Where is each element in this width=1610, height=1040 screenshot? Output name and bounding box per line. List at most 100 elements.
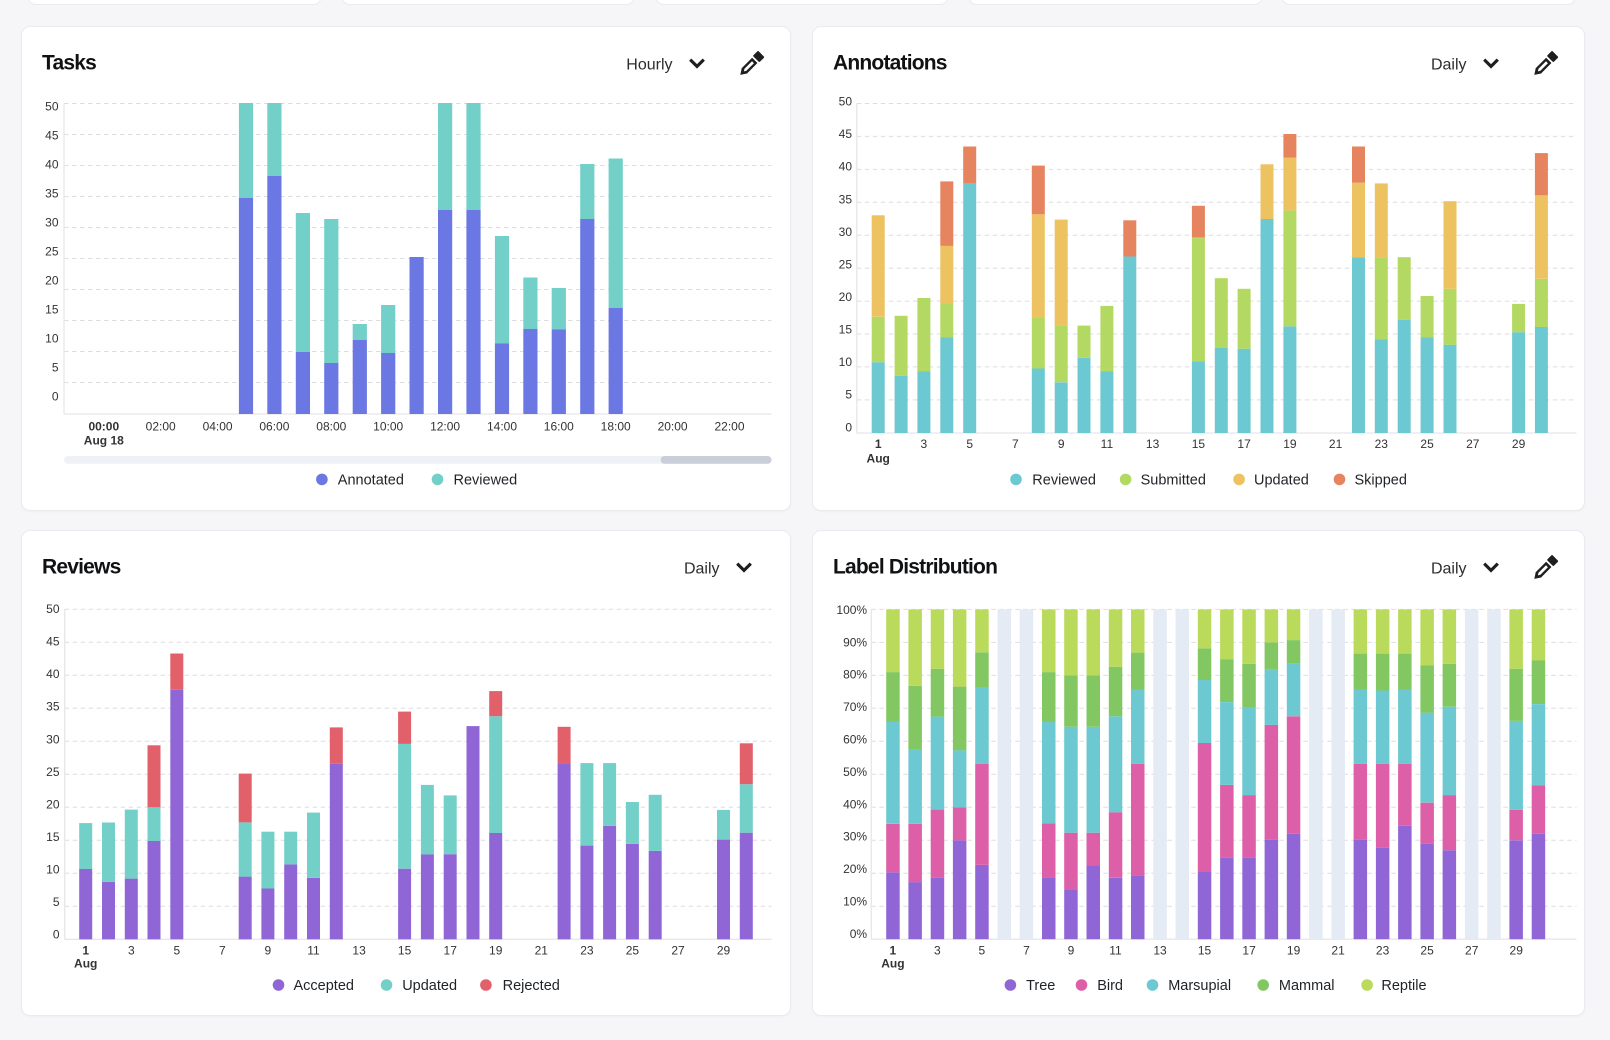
svg-text:21: 21 bbox=[1331, 943, 1345, 957]
svg-text:3: 3 bbox=[128, 943, 135, 957]
svg-text:27: 27 bbox=[1465, 943, 1479, 957]
svg-text:17: 17 bbox=[1242, 943, 1256, 957]
svg-text:30: 30 bbox=[45, 216, 59, 230]
svg-text:35: 35 bbox=[839, 192, 853, 206]
svg-text:5: 5 bbox=[53, 895, 60, 909]
svg-text:90%: 90% bbox=[843, 635, 867, 649]
svg-text:14:00: 14:00 bbox=[487, 420, 517, 434]
svg-text:50: 50 bbox=[45, 100, 59, 114]
svg-text:15: 15 bbox=[46, 830, 60, 844]
svg-text:Aug 18: Aug 18 bbox=[84, 434, 124, 448]
svg-text:08:00: 08:00 bbox=[316, 420, 346, 434]
svg-text:29: 29 bbox=[1510, 943, 1524, 957]
svg-text:9: 9 bbox=[1058, 437, 1065, 451]
svg-text:45: 45 bbox=[45, 129, 59, 143]
svg-text:5: 5 bbox=[845, 388, 852, 402]
svg-text:10: 10 bbox=[46, 863, 60, 877]
svg-text:21: 21 bbox=[535, 943, 549, 957]
svg-text:1: 1 bbox=[890, 943, 897, 957]
svg-text:29: 29 bbox=[717, 943, 731, 957]
svg-text:Annotated: Annotated bbox=[338, 473, 404, 489]
svg-text:Reviews: Reviews bbox=[42, 555, 121, 578]
svg-text:Tasks: Tasks bbox=[42, 51, 96, 74]
svg-text:Tree: Tree bbox=[1026, 978, 1055, 994]
svg-text:Annotations: Annotations bbox=[833, 51, 947, 74]
svg-text:30: 30 bbox=[46, 732, 60, 746]
svg-text:11: 11 bbox=[1101, 437, 1114, 451]
svg-text:45: 45 bbox=[839, 127, 853, 141]
svg-text:20: 20 bbox=[45, 273, 59, 287]
svg-text:5: 5 bbox=[979, 943, 986, 957]
svg-text:45: 45 bbox=[46, 635, 60, 649]
svg-text:22:00: 22:00 bbox=[714, 420, 744, 434]
svg-text:23: 23 bbox=[580, 943, 594, 957]
svg-text:23: 23 bbox=[1376, 943, 1390, 957]
svg-text:80%: 80% bbox=[843, 668, 867, 682]
svg-text:21: 21 bbox=[1329, 437, 1343, 451]
svg-text:20: 20 bbox=[839, 290, 853, 304]
svg-text:7: 7 bbox=[219, 943, 226, 957]
svg-text:Aug: Aug bbox=[867, 451, 890, 465]
svg-text:40: 40 bbox=[46, 667, 60, 681]
svg-text:Daily: Daily bbox=[684, 561, 720, 578]
svg-text:Aug: Aug bbox=[74, 957, 97, 971]
svg-text:11: 11 bbox=[1109, 943, 1122, 957]
svg-text:Label Distribution: Label Distribution bbox=[833, 555, 997, 578]
svg-text:15: 15 bbox=[1198, 943, 1212, 957]
svg-text:Hourly: Hourly bbox=[626, 57, 672, 74]
svg-text:02:00: 02:00 bbox=[146, 420, 176, 434]
svg-text:40: 40 bbox=[839, 160, 853, 174]
svg-text:25: 25 bbox=[626, 943, 640, 957]
svg-text:Reptile: Reptile bbox=[1381, 978, 1426, 994]
svg-text:13: 13 bbox=[1153, 943, 1167, 957]
svg-text:17: 17 bbox=[444, 943, 458, 957]
svg-text:0: 0 bbox=[53, 928, 60, 942]
svg-text:35: 35 bbox=[45, 187, 59, 201]
svg-text:13: 13 bbox=[352, 943, 366, 957]
svg-text:Daily: Daily bbox=[1431, 57, 1467, 74]
svg-text:50: 50 bbox=[46, 602, 60, 616]
svg-text:10%: 10% bbox=[843, 895, 867, 909]
svg-text:7: 7 bbox=[1012, 437, 1019, 451]
svg-text:50: 50 bbox=[839, 95, 853, 109]
svg-text:00:00: 00:00 bbox=[88, 420, 119, 434]
svg-text:1: 1 bbox=[82, 943, 89, 957]
svg-text:Updated: Updated bbox=[1254, 473, 1309, 489]
svg-text:25: 25 bbox=[45, 245, 59, 259]
svg-text:Mammal: Mammal bbox=[1279, 978, 1335, 994]
svg-text:17: 17 bbox=[1237, 437, 1251, 451]
svg-text:Bird: Bird bbox=[1097, 978, 1123, 994]
svg-text:Marsupial: Marsupial bbox=[1168, 978, 1231, 994]
svg-text:9: 9 bbox=[1068, 943, 1075, 957]
svg-text:70%: 70% bbox=[843, 700, 867, 714]
svg-text:50%: 50% bbox=[843, 765, 867, 779]
svg-text:11: 11 bbox=[307, 943, 320, 957]
svg-text:15: 15 bbox=[1192, 437, 1206, 451]
svg-text:20: 20 bbox=[46, 797, 60, 811]
svg-text:15: 15 bbox=[45, 302, 59, 316]
svg-text:0: 0 bbox=[52, 389, 59, 403]
svg-text:15: 15 bbox=[398, 943, 412, 957]
svg-text:29: 29 bbox=[1512, 437, 1526, 451]
svg-text:60%: 60% bbox=[843, 733, 867, 747]
svg-text:19: 19 bbox=[1283, 437, 1297, 451]
svg-text:7: 7 bbox=[1023, 943, 1030, 957]
svg-text:23: 23 bbox=[1375, 437, 1389, 451]
svg-text:3: 3 bbox=[934, 943, 941, 957]
svg-text:Updated: Updated bbox=[402, 978, 457, 994]
svg-text:Daily: Daily bbox=[1431, 561, 1467, 578]
svg-text:10:00: 10:00 bbox=[373, 420, 403, 434]
svg-text:25: 25 bbox=[1420, 437, 1434, 451]
svg-text:5: 5 bbox=[173, 943, 180, 957]
svg-text:Reviewed: Reviewed bbox=[1032, 473, 1096, 489]
svg-text:13: 13 bbox=[1146, 437, 1160, 451]
svg-text:25: 25 bbox=[839, 258, 853, 272]
svg-text:30: 30 bbox=[839, 225, 853, 239]
svg-text:12:00: 12:00 bbox=[430, 420, 460, 434]
svg-text:15: 15 bbox=[839, 323, 853, 337]
svg-text:Aug: Aug bbox=[881, 957, 904, 971]
svg-text:0: 0 bbox=[845, 420, 852, 434]
svg-text:18:00: 18:00 bbox=[601, 420, 631, 434]
svg-text:1: 1 bbox=[875, 437, 882, 451]
svg-text:25: 25 bbox=[1420, 943, 1434, 957]
